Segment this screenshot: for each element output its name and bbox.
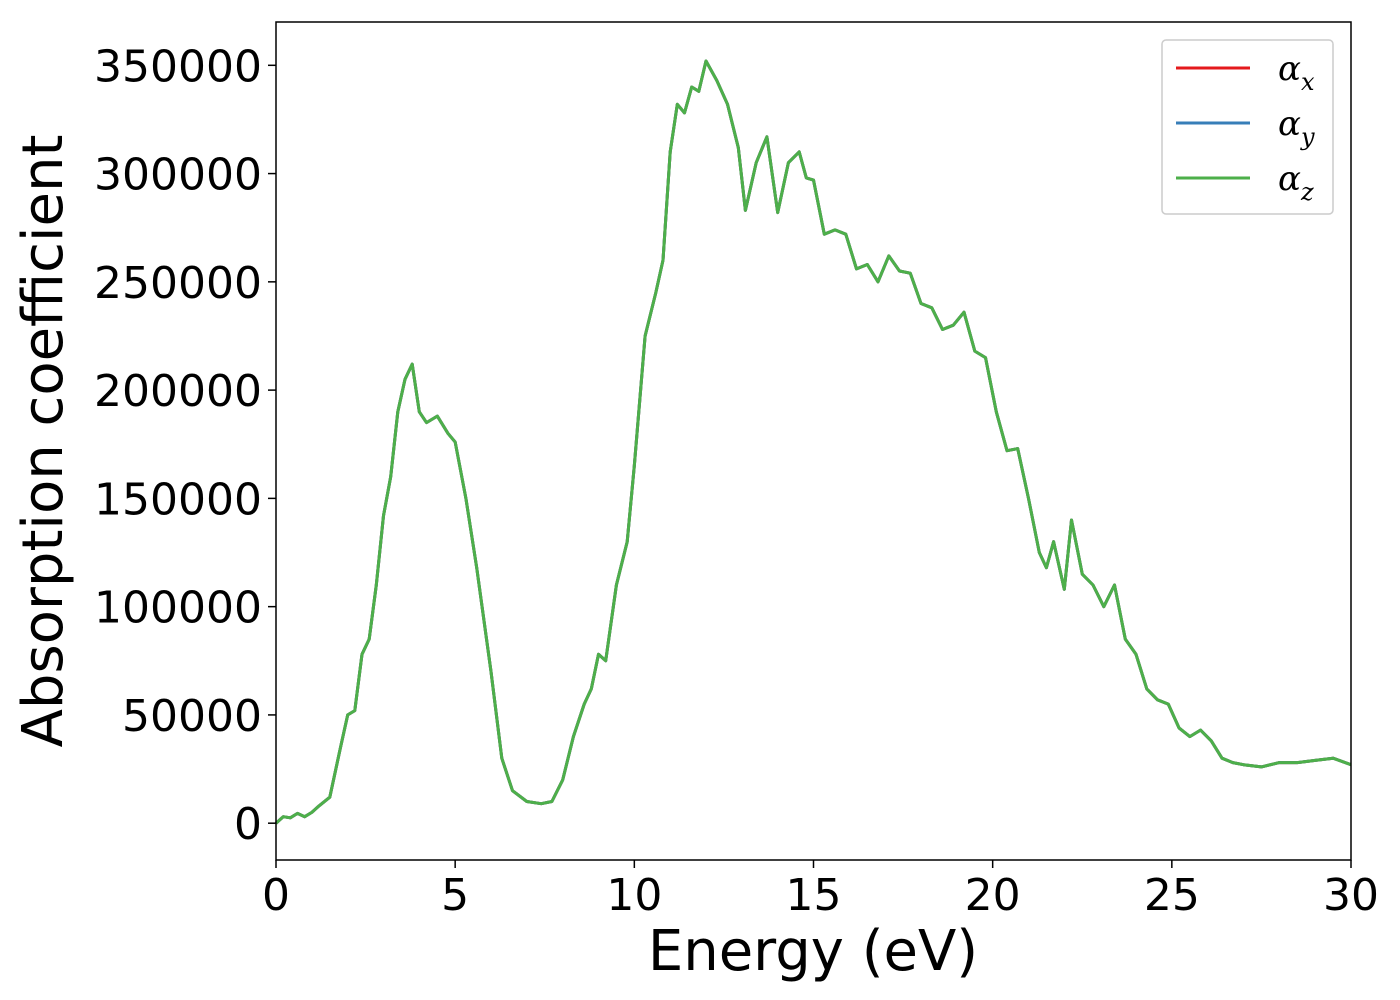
legend-box	[1161, 39, 1334, 215]
x-axis-title: Energy (eV)	[648, 919, 978, 984]
y-tick-label: 250000	[94, 258, 262, 309]
y-tick-label: 100000	[94, 583, 262, 634]
y-axis-ticks: 0 50000 100000 150000 200000 250000 300000 3500…	[94, 41, 276, 850]
y-tick-label: 0	[234, 799, 262, 850]
x-tick-label: 25	[1144, 870, 1200, 921]
y-tick-label: 150000	[94, 474, 262, 525]
x-tick-label: 5	[441, 870, 469, 921]
series-line-alpha-z	[274, 59, 1352, 825]
x-tick-label: 0	[262, 870, 290, 921]
plot-lines	[274, 59, 1352, 825]
y-tick-label: 350000	[94, 41, 262, 92]
y-tick-label: 300000	[94, 150, 262, 201]
x-tick-label: 20	[965, 870, 1021, 921]
y-axis-title: Absorption coefficient	[11, 135, 76, 748]
y-tick-label: 200000	[94, 366, 262, 417]
x-tick-label: 10	[606, 870, 662, 921]
x-tick-label: 30	[1323, 870, 1379, 921]
x-axis-ticks: 0 5 10 15 20 25 30	[262, 860, 1379, 921]
y-tick-label: 50000	[122, 691, 262, 742]
x-tick-label: 15	[786, 870, 842, 921]
